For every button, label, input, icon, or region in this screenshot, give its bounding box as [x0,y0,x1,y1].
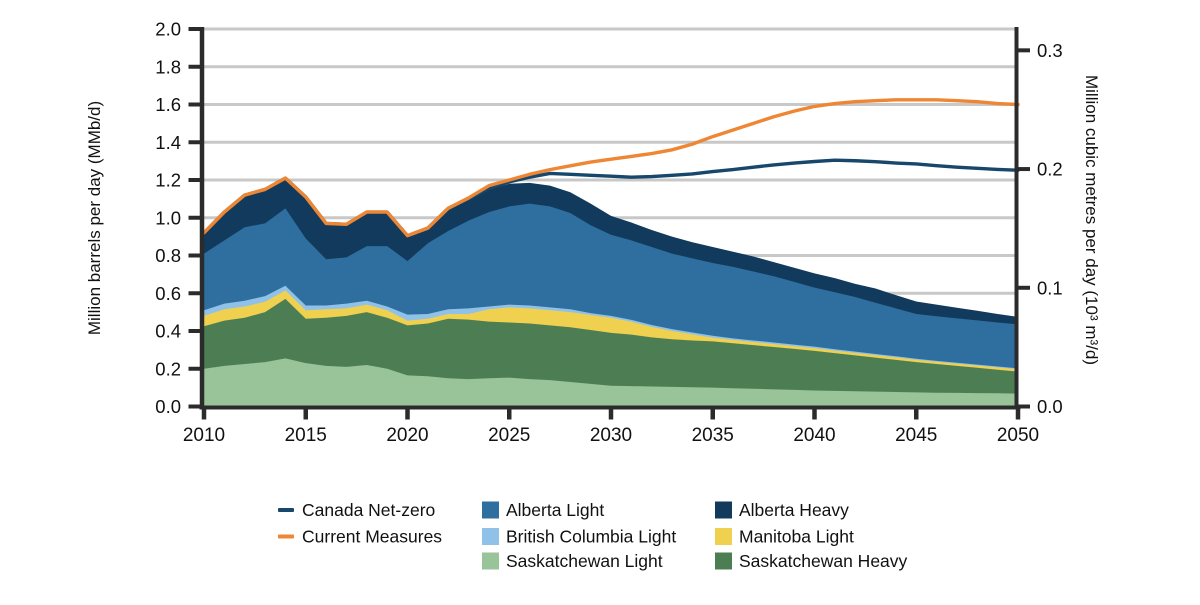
x-tick-label: 2045 [895,425,937,446]
y-left-tick-label: 1.2 [155,170,181,191]
legend-label: Canada Net-zero [302,500,435,520]
tick-labels: 0.0 0.2 0.4 0.6 0.8 1.0 1.2 1.4 1.6 1.8 2.0 0.0 0.1 0… [155,19,1062,447]
y-left-tick-label: 0.2 [155,358,181,379]
legend-fill-swatch [715,501,732,519]
y-left-tick-label: 0.4 [155,321,181,342]
chart-legend: Canada Net-zero Current Measures Alberta L… [278,500,908,571]
stacked-areas [204,178,1018,407]
area-saskatchewan-light [204,358,1018,407]
x-tick-label: 2050 [997,425,1039,446]
legend-item-alberta-light: Alberta Light [482,500,604,520]
legend-item-current-measures: Current Measures [278,527,442,547]
y-right-tick-label: 0.3 [1037,40,1063,61]
line-current-measures [202,98,1020,238]
y-left-tick-label: 1.8 [155,56,181,77]
y-left-axis-title: Million barrels per day (MMb/d) [85,101,104,335]
y-left-tick-label: 1.4 [155,132,181,153]
legend-fill-swatch [482,528,499,545]
legend-label: Saskatchewan Heavy [739,551,908,571]
legend-fill-swatch [482,552,499,570]
legend-item-saskatchewan-heavy: Saskatchewan Heavy [715,551,908,571]
y-left-tick-label: 0.8 [155,245,181,266]
x-tick-label: 2030 [590,425,632,446]
legend-label: British Columbia Light [506,527,676,547]
x-tick-label: 2010 [183,425,225,446]
legend-fill-swatch [715,528,732,545]
legend-item-manitoba-light: Manitoba Light [715,527,854,547]
legend-item-british-columbia-light: British Columbia Light [482,527,676,547]
legend-label: Alberta Light [506,500,604,520]
y-left-tick-label: 1.6 [155,94,181,115]
axes [188,27,1030,420]
y-right-tick-label: 0.0 [1037,396,1063,417]
y-left-tick-label: 2.0 [155,19,181,40]
legend-fill-swatch [715,552,732,570]
x-tick-label: 2040 [793,425,835,446]
legend-label: Current Measures [302,527,442,547]
legend-fill-swatch [482,501,499,519]
legend-label: Manitoba Light [739,527,854,547]
legend-label: Alberta Heavy [739,500,849,520]
x-tick-label: 2015 [285,425,327,446]
y-right-tick-label: 0.2 [1037,159,1063,180]
x-tick-label: 2020 [386,425,428,446]
y-left-tick-label: 1.0 [155,207,181,228]
y-left-tick-label: 0.6 [155,283,181,304]
legend-item-canada-net-zero: Canada Net-zero [278,500,435,520]
x-tick-label: 2025 [488,425,530,446]
legend-line-swatch [278,508,294,512]
legend-label: Saskatchewan Light [506,551,663,571]
y-left-tick-label: 0.0 [155,396,181,417]
legend-line-swatch [278,534,294,539]
y-right-tick-label: 0.1 [1037,277,1063,298]
legend-item-alberta-heavy: Alberta Heavy [715,500,849,520]
scenario-lines [202,98,1020,238]
legend-item-saskatchewan-light: Saskatchewan Light [482,551,663,571]
y-right-axis-title: Million cubic metres per day (10³ m³/d) [1082,75,1101,365]
x-tick-label: 2035 [692,425,734,446]
